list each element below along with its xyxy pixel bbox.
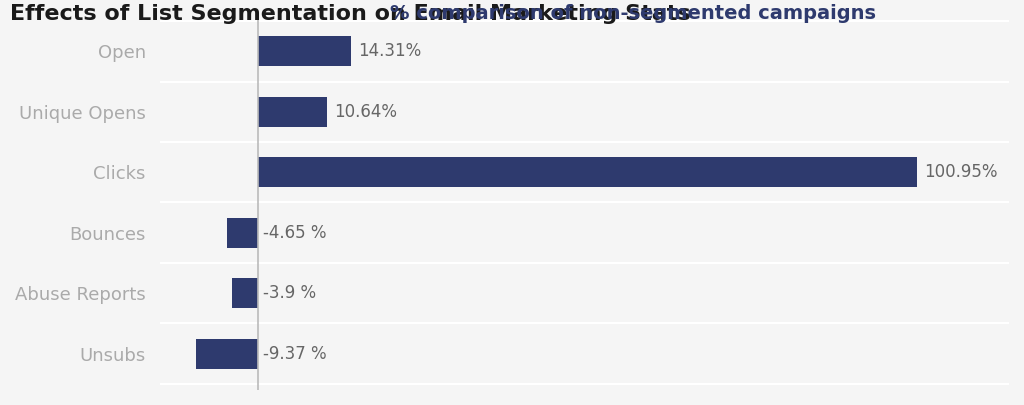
Text: 14.31%: 14.31% (357, 42, 421, 60)
Text: -3.9 %: -3.9 % (263, 284, 316, 302)
Bar (197, 339, 258, 369)
Bar (227, 217, 258, 248)
Bar (258, 157, 918, 188)
Text: % comparison of non-segmented campaigns: % comparison of non-segmented campaigns (390, 4, 877, 23)
Bar (258, 97, 327, 127)
Text: 10.64%: 10.64% (334, 103, 396, 121)
Text: -4.65 %: -4.65 % (263, 224, 327, 242)
Bar (258, 36, 351, 66)
Text: 100.95%: 100.95% (924, 163, 997, 181)
Bar (232, 278, 258, 308)
Text: -9.37 %: -9.37 % (263, 345, 327, 363)
Text: Effects of List Segmentation on Email Marketing Stats: Effects of List Segmentation on Email Ma… (10, 4, 691, 24)
